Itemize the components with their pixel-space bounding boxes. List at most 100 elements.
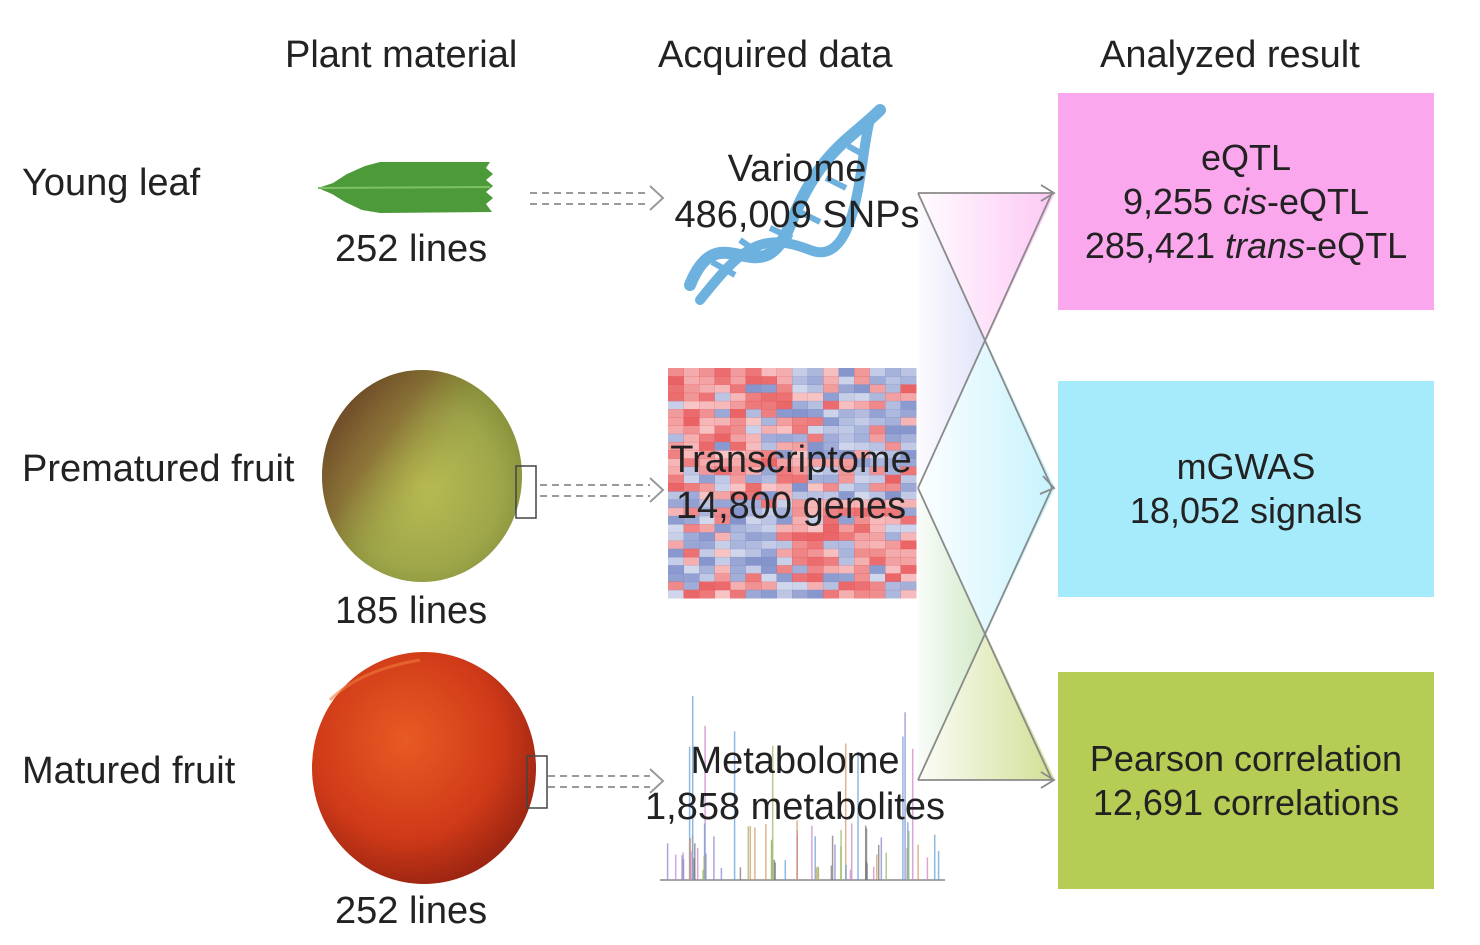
heatmap-cell: [869, 417, 886, 426]
heatmap-cell: [745, 433, 762, 443]
heatmap-cell: [838, 450, 855, 459]
heatmap-cell: [854, 483, 870, 492]
heatmap-cell: [854, 409, 870, 418]
heatmap-cell: [807, 556, 824, 566]
heatmap-cell: [900, 540, 917, 550]
heatmap-cell: [869, 507, 886, 517]
heatmap-cell: [792, 433, 808, 443]
heatmap-cell: [900, 548, 917, 558]
heatmap-cell: [761, 491, 777, 500]
heatmap-cell: [668, 368, 684, 377]
heatmap-cell: [900, 556, 917, 566]
heatmap-cell: [838, 409, 855, 418]
heatmap-cell: [668, 466, 684, 476]
heatmap-cell: [699, 368, 715, 377]
heatmap-cell: [745, 573, 762, 583]
heatmap-cell: [699, 400, 715, 410]
heatmap-cell: [745, 441, 762, 451]
heatmap-cell: [745, 417, 762, 426]
heatmap-cell: [885, 565, 901, 574]
heatmap-cell: [699, 458, 715, 468]
heatmap-cell: [714, 417, 731, 426]
heatmap-cell: [761, 400, 777, 410]
data-metabolome: Metabolome 1,858 metabolites: [630, 738, 960, 830]
heatmap-cell: [838, 491, 855, 500]
heatmap-cell: [838, 515, 855, 525]
heatmap-cell: [854, 425, 870, 435]
heatmap-cell: [869, 384, 886, 394]
heatmap-cell: [823, 556, 839, 566]
heatmap-cell: [838, 433, 855, 443]
heatmap-cell: [869, 556, 886, 566]
heatmap-cell: [714, 474, 731, 484]
heatmap-cell: [761, 384, 777, 394]
heatmap-cell: [761, 458, 777, 468]
heatmap-cell: [869, 474, 886, 484]
heatmap-cell: [823, 441, 839, 451]
heatmap-cell: [869, 532, 886, 541]
heatmap-cell: [730, 573, 746, 583]
heatmap-cell: [699, 392, 715, 402]
heatmap-cell: [668, 450, 684, 459]
heatmap-cell: [823, 581, 839, 591]
heatmap-cell: [885, 540, 901, 550]
heatmap-cell: [668, 565, 684, 574]
heatmap-cell: [900, 441, 917, 451]
heatmap-cell: [668, 524, 684, 533]
heatmap-cell: [668, 409, 684, 418]
heatmap-cell: [714, 540, 731, 550]
heatmap-cell: [885, 515, 901, 525]
heatmap-cell: [807, 474, 824, 484]
heatmap-cell: [838, 384, 855, 394]
heatmap-cell: [854, 392, 870, 402]
heatmap-cell: [699, 384, 715, 394]
header-plant-material: Plant material: [285, 34, 518, 76]
heatmap-cell: [807, 540, 824, 550]
heatmap-cell: [792, 589, 808, 599]
heatmap-cell: [668, 433, 684, 443]
heatmap-cell: [683, 409, 700, 418]
heatmap-cell: [900, 450, 917, 459]
heatmap-cell: [885, 433, 901, 443]
heatmap-cell: [885, 376, 901, 385]
heatmap-cell: [900, 392, 917, 402]
heatmap-cell: [807, 400, 824, 410]
heatmap-cell: [869, 589, 886, 599]
heatmap-cell: [761, 450, 777, 459]
dashed-arrows: [530, 192, 650, 788]
heatmap-cell: [807, 409, 824, 418]
heatmap-cell: [776, 466, 793, 476]
heatmap-cell: [683, 458, 700, 468]
heatmap-cell: [730, 376, 746, 385]
heatmap-cell: [792, 515, 808, 525]
heatmap-cell: [776, 368, 793, 377]
heatmap-cell: [823, 368, 839, 377]
heatmap-cell: [854, 466, 870, 476]
heatmap-cell: [730, 556, 746, 566]
heatmap-cell: [683, 507, 700, 517]
heatmap-cell: [714, 556, 731, 566]
heatmap-cell: [854, 441, 870, 451]
heatmap-cell: [792, 466, 808, 476]
heatmap-cell: [900, 384, 917, 394]
heatmap-cell: [714, 425, 731, 435]
heatmap-cell: [745, 589, 762, 599]
heatmap-cell: [823, 548, 839, 558]
heatmap-cell: [683, 515, 700, 525]
heatmap-cell: [869, 425, 886, 435]
heatmap-cell: [885, 409, 901, 418]
heatmap-cell: [745, 491, 762, 500]
heatmap-cell: [683, 581, 700, 591]
heatmap-cell: [761, 589, 777, 599]
heatmap-cell: [730, 515, 746, 525]
heatmap-cell: [699, 483, 715, 492]
heatmap-cell: [792, 368, 808, 377]
heatmap-cell: [885, 450, 901, 459]
heatmap-cell: [714, 532, 731, 541]
heatmap-cell: [792, 532, 808, 541]
heatmap-cell: [714, 524, 731, 533]
heatmap-cell: [838, 417, 855, 426]
heatmap-cell: [823, 507, 839, 517]
heatmap-cell: [776, 384, 793, 394]
heatmap-cell: [699, 540, 715, 550]
